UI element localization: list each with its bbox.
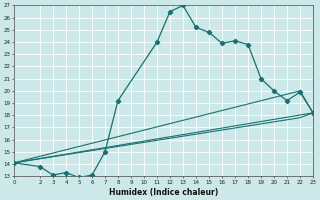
X-axis label: Humidex (Indice chaleur): Humidex (Indice chaleur) [109,188,218,197]
